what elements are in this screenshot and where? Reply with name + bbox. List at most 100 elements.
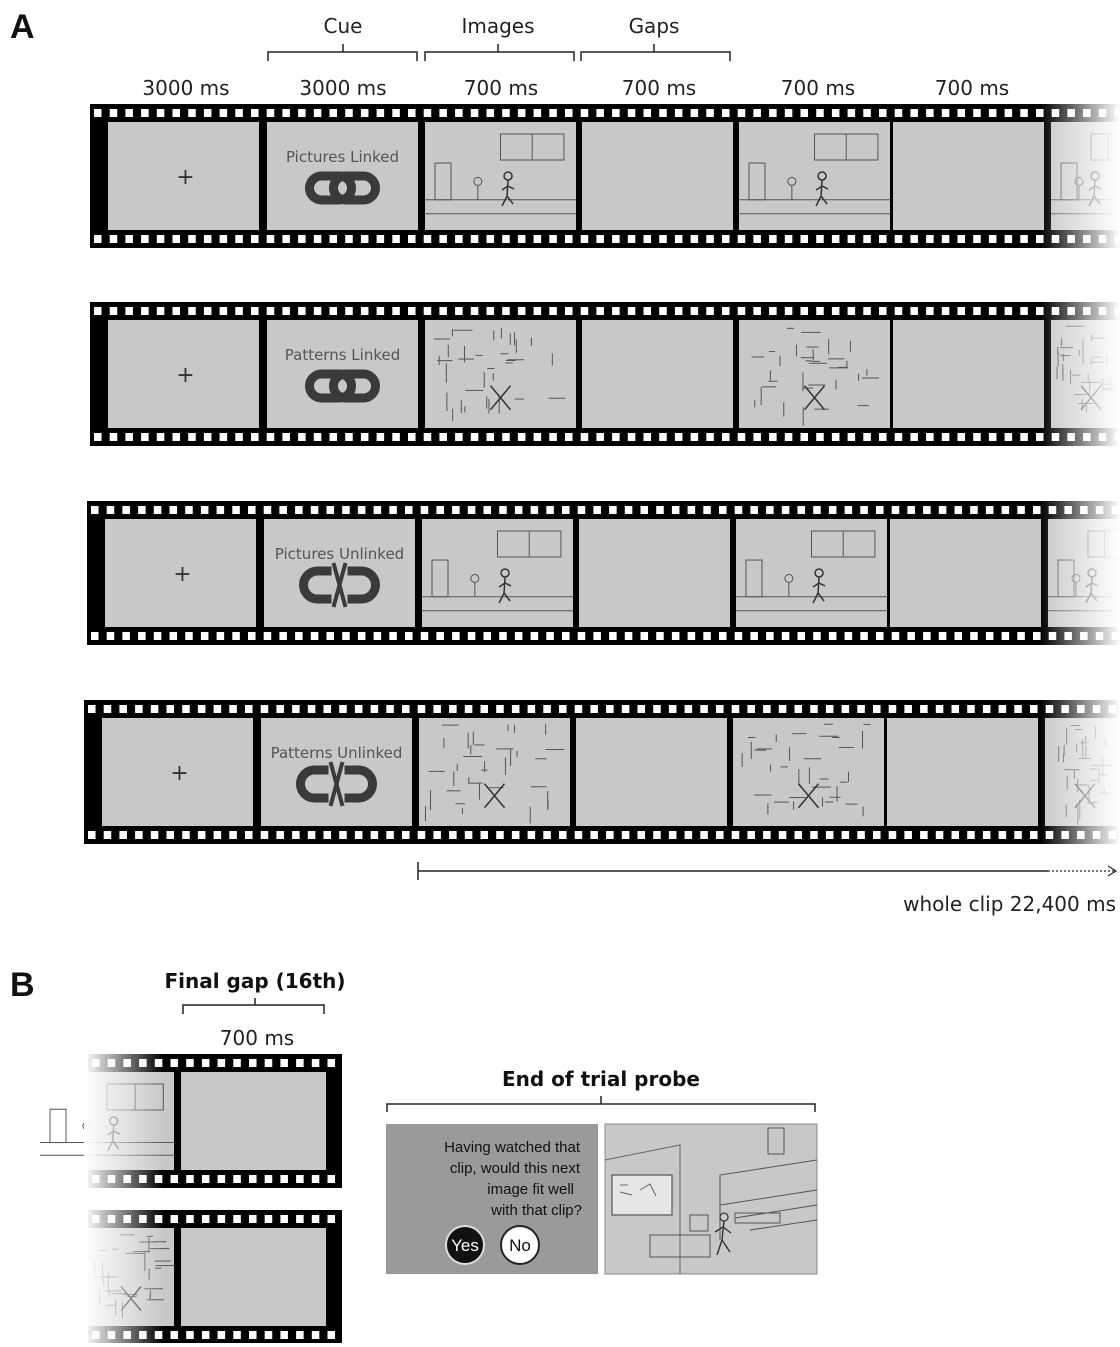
sprocket-hole [973,235,981,243]
sprocket-hole [1020,307,1028,315]
probe-scene-image [605,1124,817,1274]
sprocket-hole [94,307,102,315]
sprocket-hole [892,506,900,514]
cue-text: Patterns Linked [285,346,400,364]
sprocket-hole [785,109,793,117]
sprocket-hole [1017,632,1025,640]
sprocket-hole [265,1059,273,1067]
sprocket-hole [750,506,758,514]
sprocket-hole [863,433,871,441]
sprocket-hole [295,506,303,514]
sprocket-hole [267,109,275,117]
sprocket-hole [296,1175,304,1183]
sprocket-hole [644,433,652,441]
sprocket-hole [926,433,934,441]
frame-4 [579,519,730,627]
sprocket-hole [581,433,589,441]
sprocket-hole [659,109,667,117]
sprocket-hole [578,506,586,514]
sprocket-hole [832,433,840,441]
sprocket-hole [738,109,746,117]
final-gap-frame [181,1072,326,1170]
sprocket-hole [481,705,489,713]
sprocket-hole [345,433,353,441]
sprocket-hole [188,109,196,117]
fade-overlay [1040,104,1120,248]
sprocket-hole [653,831,661,839]
sprocket-hole [167,705,175,713]
sprocket-hole [218,1215,226,1223]
sprocket-hole [590,705,598,713]
sprocket-hole [125,433,133,441]
sprocket-hole [421,632,429,640]
sprocket-hole [973,433,981,441]
sprocket-hole [518,433,526,441]
duration-label-fixation: 3000 ms [142,76,229,100]
sprocket-hole [1020,235,1028,243]
sprocket-hole [826,705,834,713]
sprocket-hole [1005,235,1013,243]
sprocket-hole [675,235,683,243]
sprocket-hole [421,506,429,514]
sprocket-hole [282,433,290,441]
sprocket-hole [408,307,416,315]
sprocket-hole [186,1331,194,1339]
sprocket-hole [562,506,570,514]
sprocket-hole [201,632,209,640]
end-probe-bracket: End of trial probe [387,1067,815,1112]
sprocket-hole [433,831,441,839]
sprocket-hole [249,1331,257,1339]
sprocket-hole [738,307,746,315]
sprocket-hole [484,632,492,640]
sprocket-hole [424,109,432,117]
sprocket-hole [487,307,495,315]
duration-label-gap-2: 700 ms [935,76,1009,100]
sprocket-hole [1030,831,1038,839]
sprocket-hole [528,705,536,713]
sprocket-hole [989,109,997,117]
fixation-cross: + [173,562,191,587]
sprocket-hole [358,506,366,514]
sprocket-hole [848,235,856,243]
sprocket-hole [408,433,416,441]
sprocket-hole [706,109,714,117]
sprocket-hole [218,1175,226,1183]
sprocket-hole [769,235,777,243]
sprocket-hole [669,705,677,713]
sprocket-hole [361,235,369,243]
sprocket-hole [295,632,303,640]
sprocket-hole [989,235,997,243]
sprocket-hole [251,109,259,117]
sprocket-hole [719,506,727,514]
sprocket-hole [842,705,850,713]
sprocket-hole [298,307,306,315]
sprocket-hole [455,433,463,441]
yes-button[interactable]: Yes [446,1226,484,1264]
sprocket-hole [863,109,871,117]
sprocket-hole [910,109,918,117]
probe-question-line-2: clip, would this next [450,1160,581,1177]
sprocket-hole [955,632,963,640]
sprocket-hole [518,307,526,315]
sprocket-hole [125,109,133,117]
sprocket-hole [559,831,567,839]
sprocket-hole [141,433,149,441]
sprocket-hole [251,433,259,441]
sprocket-hole [405,506,413,514]
no-button[interactable]: No [501,1226,539,1264]
sprocket-hole [436,506,444,514]
sprocket-hole [201,506,209,514]
sprocket-hole [606,705,614,713]
sprocket-hole [408,109,416,117]
sprocket-hole [392,109,400,117]
sprocket-hole [248,506,256,514]
sprocket-hole [171,1331,179,1339]
sprocket-hole [923,632,931,640]
sprocket-hole [675,307,683,315]
sprocket-hole [232,506,240,514]
sprocket-hole [910,235,918,243]
sprocket-hole [280,1331,288,1339]
sprocket-hole [204,109,212,117]
sprocket-hole [860,632,868,640]
sprocket-hole [958,235,966,243]
